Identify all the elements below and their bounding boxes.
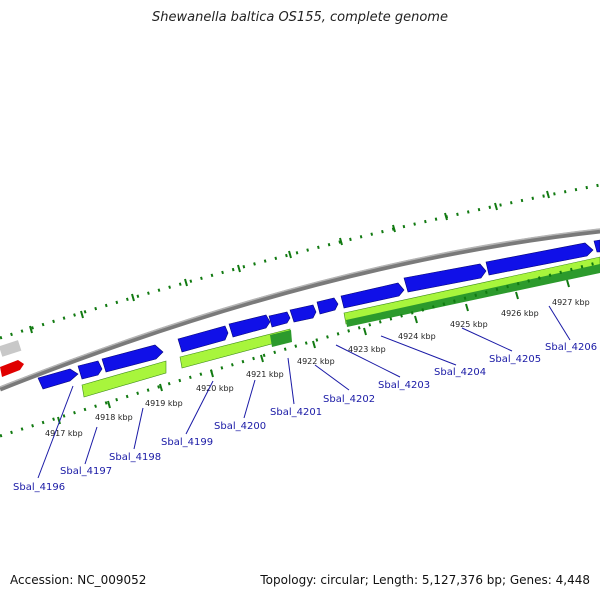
inner-major-ticks [57, 279, 570, 425]
cds-forward[interactable] [593, 239, 600, 253]
red-feature[interactable] [0, 360, 24, 377]
gene-leader-lines [37, 305, 571, 479]
kbp-label: 4918 kbp [95, 413, 133, 422]
kbp-labels: 4917 kbp 4918 kbp 4919 kbp 4920 kbp 4921… [45, 298, 590, 438]
gene-label-sbal-4198[interactable]: Sbal_4198 [109, 452, 161, 463]
cds-forward[interactable] [77, 360, 103, 380]
kbp-label: 4927 kbp [552, 298, 590, 307]
cds-forward[interactable] [101, 344, 164, 373]
gene-label-sbal-4204[interactable]: Sbal_4204 [434, 367, 486, 378]
kbp-label: 4922 kbp [297, 357, 335, 366]
gene-labels: Sbal_4196 Sbal_4197 Sbal_4198 Sbal_4199 … [13, 342, 597, 493]
kbp-label: 4921 kbp [246, 370, 284, 379]
cds-reverse-dark[interactable] [346, 264, 600, 327]
cds-forward[interactable] [316, 297, 339, 315]
cds-forward[interactable] [403, 263, 487, 293]
gene-label-sbal-4200[interactable]: Sbal_4200 [214, 421, 266, 432]
cds-forward[interactable] [289, 304, 317, 323]
gene-label-sbal-4203[interactable]: Sbal_4203 [378, 380, 430, 391]
gene-label-sbal-4197[interactable]: Sbal_4197 [60, 466, 112, 477]
reverse-cds-track [81, 256, 600, 398]
cds-forward[interactable] [268, 311, 291, 328]
gene-label-sbal-4201[interactable]: Sbal_4201 [270, 407, 322, 418]
grey-feature[interactable] [0, 340, 22, 357]
gene-label-sbal-4205[interactable]: Sbal_4205 [489, 354, 541, 365]
kbp-label: 4925 kbp [450, 320, 488, 329]
cds-forward[interactable] [485, 242, 594, 276]
kbp-label: 4919 kbp [145, 399, 183, 408]
forward-cds-track [37, 239, 600, 390]
cds-forward[interactable] [228, 314, 271, 338]
kbp-label: 4920 kbp [196, 384, 234, 393]
accession-label: Accession: NC_009052 [10, 573, 147, 587]
genome-backbone [0, 228, 600, 392]
outer-major-ticks [29, 190, 550, 334]
kbp-label: 4923 kbp [348, 345, 386, 354]
gene-label-sbal-4196[interactable]: Sbal_4196 [13, 482, 65, 493]
cds-forward[interactable] [340, 282, 405, 309]
map-title: Shewanella baltica OS155, complete genom… [152, 10, 448, 25]
gene-label-sbal-4206[interactable]: Sbal_4206 [545, 342, 597, 353]
cds-reverse-dark[interactable] [270, 330, 292, 347]
gene-label-sbal-4199[interactable]: Sbal_4199 [161, 437, 213, 448]
cds-forward[interactable] [37, 368, 79, 390]
cds-forward[interactable] [177, 325, 229, 353]
gene-label-sbal-4202[interactable]: Sbal_4202 [323, 394, 375, 405]
kbp-label: 4924 kbp [398, 332, 436, 341]
kbp-label: 4926 kbp [501, 309, 539, 318]
genome-summary: Topology: circular; Length: 5,127,376 bp… [260, 573, 590, 587]
kbp-label: 4917 kbp [45, 429, 83, 438]
cds-reverse[interactable] [81, 360, 167, 398]
